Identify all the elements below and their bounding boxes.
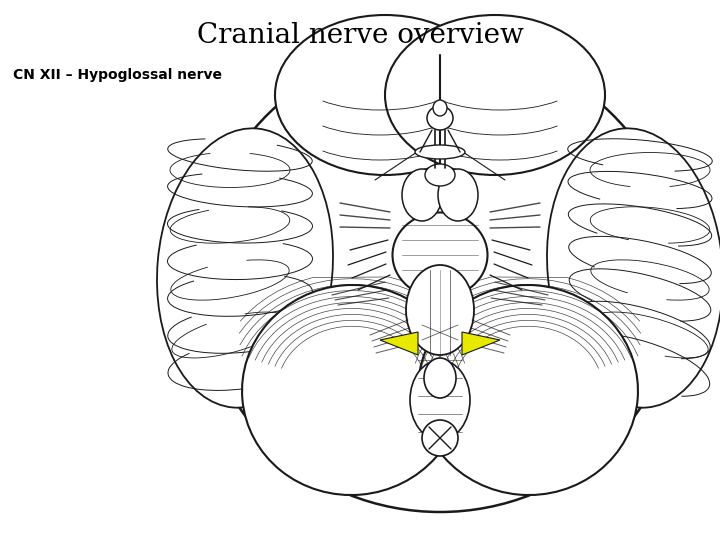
Ellipse shape (422, 420, 458, 456)
Polygon shape (380, 332, 418, 355)
Ellipse shape (157, 129, 333, 408)
Text: Cranial nerve overview: Cranial nerve overview (197, 22, 523, 49)
Ellipse shape (242, 285, 462, 495)
Text: CN XII – Hypoglossal nerve: CN XII – Hypoglossal nerve (13, 68, 222, 82)
Ellipse shape (427, 106, 453, 130)
Ellipse shape (199, 44, 681, 512)
Ellipse shape (402, 169, 442, 221)
Ellipse shape (418, 285, 638, 495)
Ellipse shape (385, 15, 605, 175)
Ellipse shape (438, 169, 478, 221)
Ellipse shape (392, 213, 487, 298)
Ellipse shape (433, 100, 447, 116)
Ellipse shape (547, 129, 720, 408)
Ellipse shape (275, 15, 495, 175)
Ellipse shape (424, 358, 456, 398)
Ellipse shape (406, 265, 474, 355)
Ellipse shape (425, 164, 455, 186)
Ellipse shape (410, 360, 470, 440)
Polygon shape (462, 332, 500, 355)
Ellipse shape (415, 145, 465, 159)
